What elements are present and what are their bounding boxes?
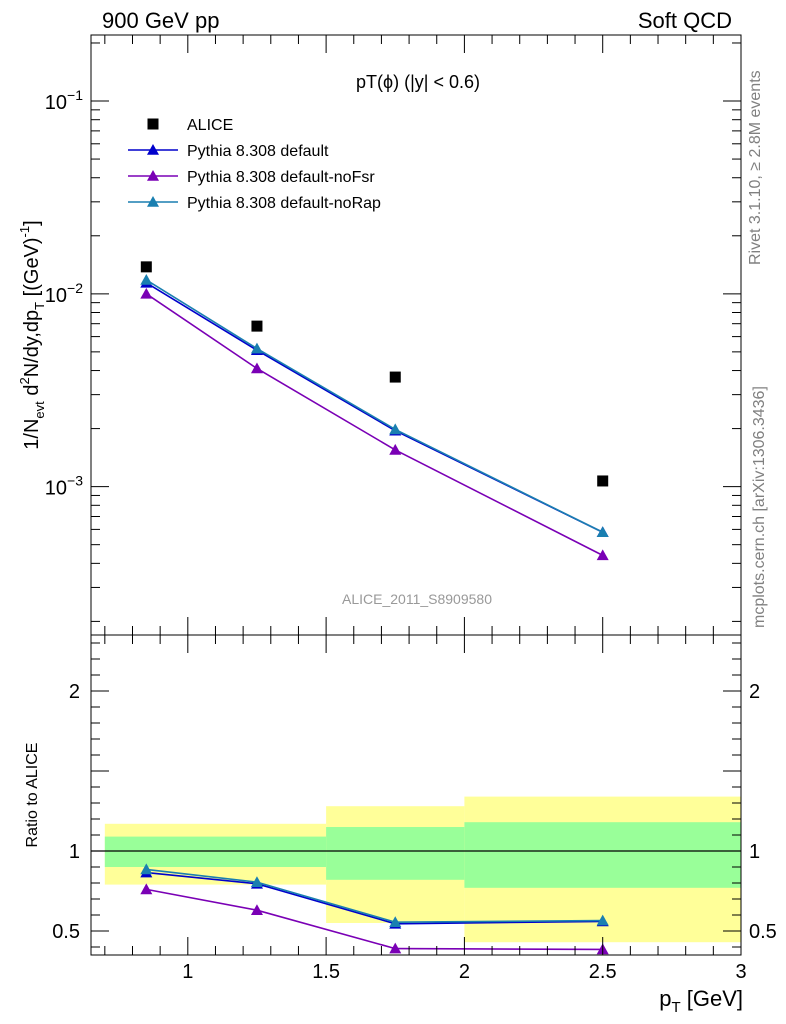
legend-marker-1 — [147, 144, 159, 155]
ratio-line-2 — [146, 868, 603, 924]
ylabel-part-c: N/dy,dp — [21, 310, 43, 377]
uncertainty-band-green-0 — [104, 836, 327, 867]
ratio-y-tick-label-left: 0.5 — [52, 921, 80, 943]
ratio-y-tick-label-left: 1 — [69, 841, 80, 863]
main-panel: 10−3 10−2 10−1 pT(ϕ) (|y| < 0.6) ALICE_201… — [17, 34, 742, 636]
ratio-frame — [90, 634, 742, 956]
x-tick-label: 3 — [735, 961, 746, 983]
ylabel-sub-evt: evt — [32, 401, 47, 419]
header-right: Soft QCD — [638, 8, 732, 33]
series-line-3 — [145, 279, 604, 533]
header-left: 900 GeV pp — [102, 8, 219, 33]
legend: ALICE Pythia 8.308 default Pythia 8.308 de… — [128, 117, 381, 212]
ylabel-part-b: d — [21, 385, 43, 402]
ylabel-sub-t: T — [32, 302, 47, 310]
y-tick-label: 10−3 — [45, 473, 83, 500]
ratio-point-series-2 — [596, 914, 609, 926]
ratio-y-tick-label-right: 1 — [749, 841, 760, 863]
legend-marker-alice — [147, 118, 159, 130]
ylabel-part-e: ] — [21, 220, 43, 226]
data-point-series-2 — [140, 287, 153, 299]
uncertainty-band-green-2 — [464, 822, 741, 888]
data-point-series-3 — [140, 273, 153, 285]
ratio-line-1 — [146, 888, 603, 951]
analysis-id: ALICE_2011_S8909580 — [342, 591, 492, 607]
ratio-point-series-1 — [389, 942, 402, 954]
ylabel-sup-minus1: -1 — [17, 226, 32, 238]
ratio-y-axis-label: Ratio to ALICE — [24, 743, 41, 848]
ratio-panel: 0.5 0.51 12 21 1.5 2 2.5 3 Ratio to ALICE pT [G… — [24, 634, 777, 1016]
mcplots-label: mcplots.cern.ch [arXiv:1306.3436] — [751, 386, 768, 628]
uncertainty-band-green-1 — [326, 827, 465, 880]
ratio-line-0 — [146, 871, 603, 925]
x-tick-label: 1 — [182, 961, 193, 983]
ratio-y-tick-label-right: 2 — [749, 681, 760, 703]
data-point-alice — [389, 371, 401, 383]
ylabel-sup-2: 2 — [17, 377, 32, 384]
ratio-y-tick-label-left: 2 — [69, 681, 80, 703]
ratio-point-series-2 — [389, 916, 402, 927]
ylabel-part-d: [(GeV) — [21, 237, 43, 301]
x-tick-label: 2 — [459, 961, 470, 983]
data-point-alice — [140, 261, 152, 273]
data-point-series-3 — [389, 423, 402, 435]
legend-marker-3 — [147, 196, 159, 207]
main-y-axis-label: 1/Nevt d2N/dy,dpT [(GeV)-1] — [17, 220, 47, 449]
legend-label-3: Pythia 8.308 default-noRap — [187, 195, 381, 212]
data-point-series-3 — [250, 342, 263, 354]
chart-title: pT(ϕ) (|y| < 0.6) — [356, 72, 480, 92]
data-point-alice — [251, 320, 263, 332]
series-line-2 — [145, 293, 604, 557]
data-point-series-2 — [250, 362, 263, 374]
ratio-point-series-2 — [250, 876, 263, 887]
data-point-alice — [597, 475, 609, 487]
legend-label-2: Pythia 8.308 default-noFsr — [187, 169, 375, 186]
legend-marker-2 — [147, 170, 159, 181]
legend-label-0: ALICE — [187, 117, 233, 134]
ylabel-part-a: 1/N — [21, 419, 43, 450]
y-tick-label: 10−1 — [45, 87, 83, 114]
rivet-label: Rivet 3.1.10, ≥ 2.8M events — [747, 70, 764, 265]
ratio-point-series-1 — [140, 883, 153, 895]
x-tick-label: 1.5 — [312, 961, 340, 983]
ratio-point-series-2 — [140, 863, 153, 875]
data-point-series-3 — [596, 526, 609, 538]
y-tick-label: 10−2 — [45, 280, 83, 307]
ratio-point-series-1 — [250, 904, 263, 915]
data-point-series-2 — [389, 443, 402, 455]
svg-text:1/Nevt d2N/dy,dpT [(GeV)-1]: 1/Nevt d2N/dy,dpT [(GeV)-1] — [17, 220, 47, 449]
legend-label-1: Pythia 8.308 default — [187, 143, 329, 160]
data-point-series-2 — [596, 549, 609, 561]
x-tick-label: 2.5 — [589, 961, 617, 983]
ratio-y-tick-label-right: 0.5 — [749, 921, 777, 943]
